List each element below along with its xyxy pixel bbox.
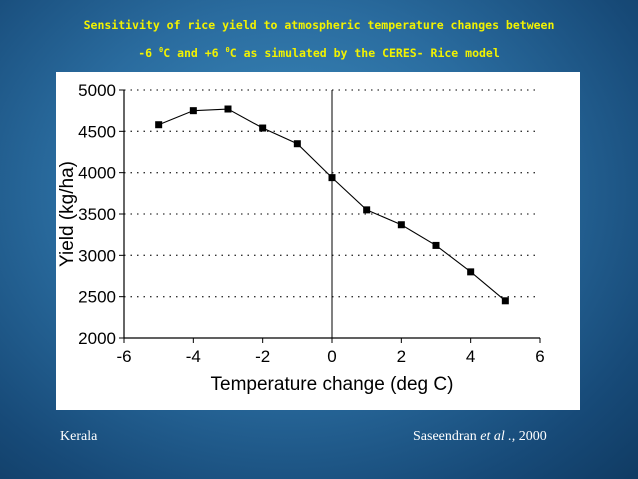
- data-point: [467, 268, 475, 276]
- data-point: [397, 221, 405, 229]
- data-point: [224, 105, 232, 113]
- series-layer: [155, 105, 509, 305]
- title-degree-superscript: 0: [225, 46, 230, 55]
- x-tick-label: 6: [535, 347, 544, 366]
- x-tick-label: 2: [397, 347, 406, 366]
- grid-layer: [124, 89, 540, 338]
- axis-layer: 2000 2500 3000 3500 4000 4500 5000 -6 -4 -2 0 2 4 6: [78, 81, 545, 366]
- y-tick-label: 3500: [78, 205, 116, 224]
- slide-title-line-2: -6 0C and +6 0C as simulated by the CERE…: [0, 46, 638, 60]
- y-tick-label: 5000: [78, 81, 116, 100]
- x-tick-label: 4: [466, 347, 475, 366]
- x-tick-label: -6: [116, 347, 131, 366]
- title-degree-superscript: 0: [159, 46, 164, 55]
- slide-title-line-1: Sensitivity of rice yield to atmospheric…: [83, 18, 555, 32]
- citation-author: Saseendran: [413, 429, 477, 444]
- y-tick-label: 2500: [78, 288, 116, 307]
- data-point: [189, 107, 197, 115]
- data-point: [501, 297, 509, 305]
- y-tick-label: 4000: [78, 164, 116, 183]
- footer-location: Kerala: [60, 429, 98, 444]
- chart-panel: 2000 2500 3000 3500 4000 4500 5000 -6 -4 -2 0 2 4 6 Y…: [56, 72, 580, 410]
- data-point: [363, 206, 371, 214]
- x-tick-label: -2: [255, 347, 270, 366]
- data-point: [259, 124, 267, 132]
- data-point: [155, 121, 163, 129]
- data-point: [432, 241, 440, 249]
- footer-citation: Saseendran et al ., 2000: [413, 429, 547, 445]
- title-part: -6: [138, 46, 159, 60]
- data-point: [293, 140, 301, 148]
- y-tick-label: 2000: [78, 329, 116, 348]
- x-tick-label: -4: [186, 347, 201, 366]
- title-part: C and +6: [163, 46, 226, 60]
- x-axis-label: Temperature change (deg C): [211, 374, 454, 395]
- data-point: [328, 174, 336, 182]
- x-tick-label: 0: [327, 347, 336, 366]
- citation-etal: et al .,: [480, 429, 516, 444]
- title-part: C as simulated by the CERES- Rice model: [229, 46, 500, 60]
- yield-chart: 2000 2500 3000 3500 4000 4500 5000 -6 -4 -2 0 2 4 6 Y…: [57, 81, 545, 395]
- y-tick-label: 4500: [78, 122, 116, 141]
- y-tick-label: 3000: [78, 246, 116, 265]
- citation-year: 2000: [515, 429, 547, 444]
- y-axis-label: Yield (kg/ha): [57, 161, 78, 267]
